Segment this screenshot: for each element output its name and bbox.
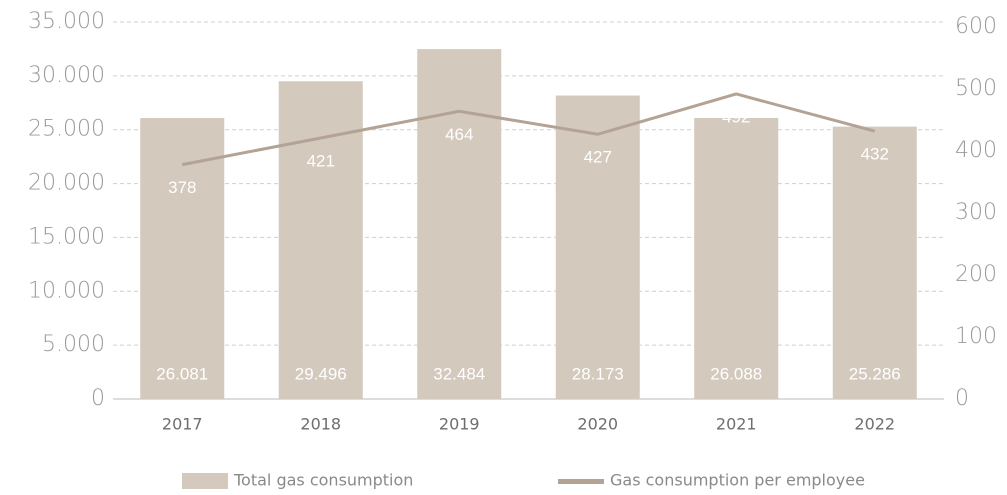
line-value-label: 378 [168, 178, 196, 197]
bar-value-label: 26.088 [710, 364, 762, 383]
legend-label: Total gas consumption [233, 471, 413, 490]
line-value-label: 427 [584, 148, 612, 167]
bar [832, 126, 917, 399]
y-tick-label: 5.000 [42, 332, 105, 357]
y-tick-label: 35.000 [28, 9, 105, 34]
y2-tick-label: 400 [955, 138, 997, 163]
y2-tick-label: 300 [955, 200, 997, 225]
bar [555, 95, 640, 399]
bar-value-label: 29.496 [295, 364, 347, 383]
line-value-label: 432 [861, 145, 889, 164]
legend-swatch [182, 473, 228, 489]
legend-label: Gas consumption per employee [610, 471, 865, 490]
bar-value-label: 32.484 [433, 364, 485, 383]
bar [694, 117, 779, 400]
x-tick-label: 2022 [854, 415, 895, 434]
bar [278, 81, 363, 399]
y2-tick-label: 600 [955, 14, 997, 39]
y-tick-label: 25.000 [28, 117, 105, 142]
legend-swatch [558, 479, 604, 484]
line [181, 92, 876, 167]
y-tick-label: 0 [91, 386, 105, 411]
y2-tick-label: 0 [955, 386, 969, 411]
x-tick-label: 2019 [439, 415, 480, 434]
y-tick-label: 30.000 [28, 63, 105, 88]
y-tick-label: 10.000 [28, 278, 105, 303]
bar [140, 118, 225, 399]
x-tick-label: 2018 [300, 415, 341, 434]
y2-tick-label: 200 [955, 262, 997, 287]
bar-value-label: 26.081 [156, 364, 208, 383]
y2-tick-label: 100 [955, 324, 997, 349]
x-tick-label: 2020 [577, 415, 618, 434]
line-value-label: 464 [445, 125, 473, 144]
line-value-label: 421 [307, 151, 335, 170]
y-tick-label: 20.000 [28, 171, 105, 196]
y-tick-label: 15.000 [28, 224, 105, 249]
bar-value-label: 25.286 [849, 364, 901, 383]
y2-tick-label: 500 [955, 76, 997, 101]
bar-value-label: 28.173 [572, 364, 624, 383]
bar [417, 49, 502, 399]
x-tick-label: 2017 [162, 415, 203, 434]
line-value-label: 492 [722, 107, 750, 126]
x-tick-label: 2021 [716, 415, 757, 434]
